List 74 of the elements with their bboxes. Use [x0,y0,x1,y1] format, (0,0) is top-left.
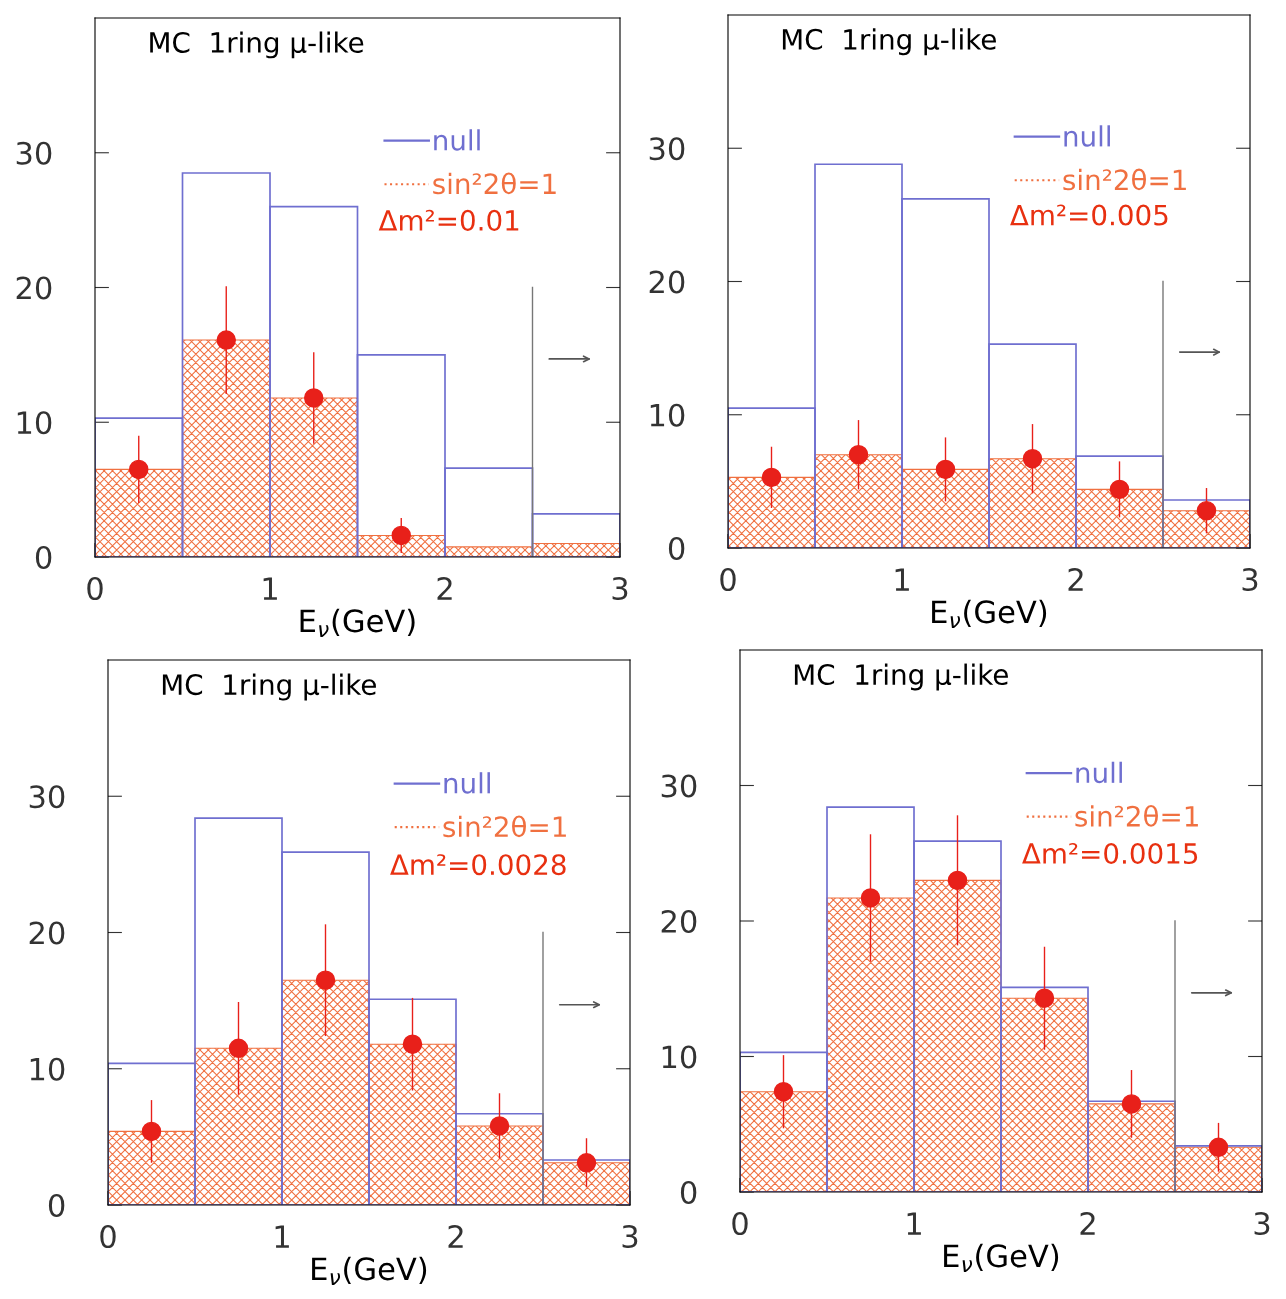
x-axis-title: E$_{ν}$(GeV) [300,608,415,637]
x-tick-label: 3 [1242,567,1258,592]
point [391,525,411,546]
x-tick-label: 1 [275,1225,289,1248]
point [216,330,236,350]
x-axis-title: E$_{ν}$(GeV) [932,599,1047,628]
legend-label: null [1064,125,1110,147]
legend-label: null [444,772,490,794]
text: sin²2θ=1 [1075,805,1198,827]
point [576,1153,597,1173]
y-tick-label: 20 [661,909,697,934]
y-tick-label: 10 [17,411,52,435]
y-tick-label: 30 [661,774,697,798]
x-tick-label: 2 [1068,567,1083,591]
text: sin²2θ=1 [433,172,556,195]
x-tick-label: 3 [1254,1211,1270,1236]
x-tick-label: 0 [100,1224,116,1249]
annotation: Δm²=0.0028 [390,854,566,876]
y-tick-label: 30 [29,785,65,809]
point [761,467,782,488]
chart-title: MC 1ring μ-like [782,28,996,56]
annotation: Δm²=0.0015 [1022,843,1198,865]
y-tick-label: 10 [650,403,685,427]
annotation: Δm²=0.005 [1010,204,1168,226]
point [129,459,149,480]
x-tick-label: 2 [1080,1211,1095,1235]
y-tick-label: 0 [668,536,685,561]
y-tick-label: 0 [680,1180,697,1205]
point [848,445,869,465]
x-tick-label: 0 [720,567,736,592]
x-tick-label: 3 [612,576,628,601]
y-tick-label: 20 [649,270,685,294]
y-tick-label: 30 [16,141,52,165]
point [315,970,336,990]
point [935,459,956,480]
point [489,1116,510,1136]
point [304,388,324,408]
x-axis-title: E$_{ν}$(GeV) [944,1243,1059,1272]
y-tick-label: 20 [29,921,65,945]
x-tick-label: 3 [622,1224,638,1249]
text: sin²2θ=1 [1063,168,1186,191]
x-tick-label: 1 [907,1212,921,1235]
point [1121,1094,1142,1114]
x-tick-label: 0 [732,1211,748,1236]
y-tick-label: 10 [30,1057,65,1081]
chart-title: MC 1ring μ-like [794,663,1008,691]
point [1196,500,1217,521]
y-tick-label: 10 [662,1045,697,1069]
y-tick-label: 30 [649,137,685,161]
point [1109,479,1130,500]
point [141,1121,162,1142]
point [228,1038,249,1059]
annotation: Δm²=0.01 [378,209,519,231]
legend-label: null [1076,761,1122,784]
x-axis-title: E$_{ν}$(GeV) [312,1256,427,1285]
point [1034,988,1055,1008]
legend-label: null [434,129,480,151]
point [402,1034,423,1054]
text: sin²2θ=1 [443,815,566,838]
point [860,888,881,908]
x-tick-label: 2 [437,576,452,600]
x-tick-label: 0 [87,576,103,601]
y-tick-label: 0 [35,545,52,570]
y-tick-label: 20 [16,276,52,300]
point [947,870,968,891]
x-tick-label: 2 [448,1224,463,1248]
chart-title: MC 1ring μ-like [150,31,364,59]
chart-title: MC 1ring μ-like [162,673,376,701]
x-tick-label: 1 [263,577,277,600]
point [773,1082,794,1102]
point [1208,1137,1229,1158]
x-tick-label: 1 [895,568,909,591]
point [1022,448,1043,469]
y-tick-label: 0 [48,1193,65,1218]
